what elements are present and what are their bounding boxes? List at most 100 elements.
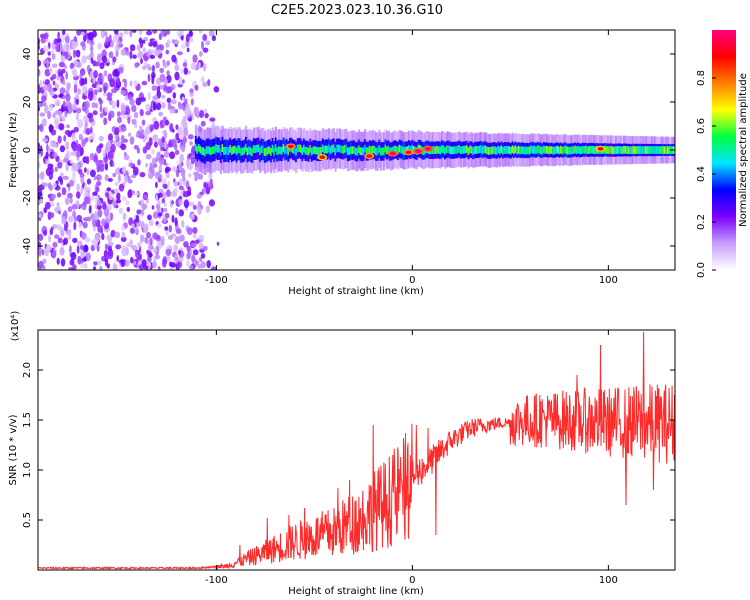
band-core-cell <box>613 146 616 155</box>
band-core-cell <box>433 146 436 154</box>
band-core-cell <box>207 146 210 154</box>
noise-cell <box>107 153 114 161</box>
noise-cell <box>164 212 170 219</box>
noise-cell <box>108 34 112 44</box>
band-core-cell <box>511 145 514 153</box>
noise-cell <box>160 239 165 246</box>
noise-cell <box>59 247 65 256</box>
noise-cell <box>88 93 94 102</box>
noise-cell <box>86 64 91 73</box>
noise-cell <box>63 210 68 218</box>
band-core-cell <box>401 146 404 155</box>
noise-cell <box>111 101 117 109</box>
band-core-cell <box>223 147 226 155</box>
noise-cell <box>41 95 47 102</box>
noise-cell <box>213 86 220 93</box>
band-core-cell <box>544 146 547 154</box>
band-core-cell <box>583 146 586 154</box>
noise-cell <box>194 258 198 267</box>
noise-cell <box>68 180 74 187</box>
noise-cell <box>133 80 138 87</box>
noise-cell <box>93 226 96 232</box>
noise-cell <box>176 31 180 37</box>
noise-cell <box>120 143 127 151</box>
band-core-cell <box>212 146 215 154</box>
noise-cell <box>181 96 185 102</box>
noise-cell <box>192 54 198 63</box>
noise-cell <box>152 40 158 48</box>
noise-cell <box>104 44 109 49</box>
noise-cell <box>84 183 87 192</box>
noise-cell <box>104 106 108 113</box>
noise-cell <box>84 108 90 115</box>
noise-cell <box>197 173 203 180</box>
noise-cell <box>128 132 132 137</box>
band-core-cell <box>226 146 229 155</box>
snr-ticks: -100 0 100 0.5 1.0 1.5 2.0 <box>22 330 675 586</box>
noise-cell <box>196 110 200 119</box>
band-core-cell <box>616 146 619 154</box>
noise-cell <box>174 64 180 72</box>
band-core-cell <box>295 148 298 156</box>
noise-cell <box>191 112 195 121</box>
noise-cell <box>140 129 145 134</box>
noise-cell <box>49 167 54 175</box>
noise-cell <box>69 197 73 204</box>
noise-cell <box>109 212 114 221</box>
noise-cell <box>131 105 137 113</box>
band-core-cell <box>350 146 353 155</box>
band-core-cell <box>574 145 577 154</box>
band-core-cell <box>270 148 273 156</box>
noise-cell <box>161 94 166 99</box>
x-tick-label: -100 <box>205 575 228 586</box>
noise-cell <box>129 50 133 60</box>
x-tick-label: 100 <box>599 275 618 286</box>
band-core-cell <box>495 147 499 155</box>
band-core-cell <box>621 146 624 155</box>
band-core-cell <box>362 147 365 155</box>
band-core-cell <box>320 147 323 155</box>
band-core-cell <box>662 146 665 154</box>
band-core-cell <box>517 145 520 154</box>
noise-cell <box>90 57 94 64</box>
noise-cell <box>47 110 52 120</box>
noise-cell <box>183 127 189 137</box>
spectrogram-panel: -100 0 100 40 20 0 -20 -40 Height of straight l… <box>8 29 676 297</box>
band-core-cell <box>447 145 450 153</box>
colorbar-tick-label: 0.8 <box>696 70 707 86</box>
noise-cell <box>122 212 127 220</box>
band-core-cell <box>312 146 315 155</box>
band-core-cell <box>550 146 553 154</box>
noise-cell <box>168 224 172 233</box>
noise-cell <box>73 221 77 231</box>
noise-cell <box>52 80 56 86</box>
band-core-cell <box>303 144 306 153</box>
noise-cell <box>96 84 100 91</box>
band-core-cell <box>528 146 531 155</box>
noise-cell <box>169 267 174 270</box>
noise-cell <box>152 260 157 269</box>
noise-cell <box>108 133 113 141</box>
noise-cell <box>208 172 213 180</box>
noise-cell <box>95 186 100 193</box>
noise-cell <box>128 162 134 168</box>
band-core-cell <box>640 146 643 154</box>
band-core-cell <box>284 146 287 154</box>
band-core-cell <box>497 145 500 154</box>
noise-cell <box>168 261 174 267</box>
noise-cell <box>65 71 69 80</box>
band-core-cell <box>522 146 525 155</box>
noise-cell <box>93 215 99 221</box>
noise-cell <box>106 146 112 151</box>
noise-cell <box>120 135 125 144</box>
noise-cell <box>97 209 103 218</box>
noise-cell <box>162 177 167 185</box>
noise-cell <box>114 231 120 239</box>
noise-cell <box>163 207 168 213</box>
noise-cell <box>55 155 60 163</box>
noise-cell <box>179 153 184 163</box>
noise-cell <box>142 47 146 53</box>
noise-cell <box>187 134 194 140</box>
noise-cell <box>76 30 82 36</box>
noise-cell <box>123 127 127 132</box>
